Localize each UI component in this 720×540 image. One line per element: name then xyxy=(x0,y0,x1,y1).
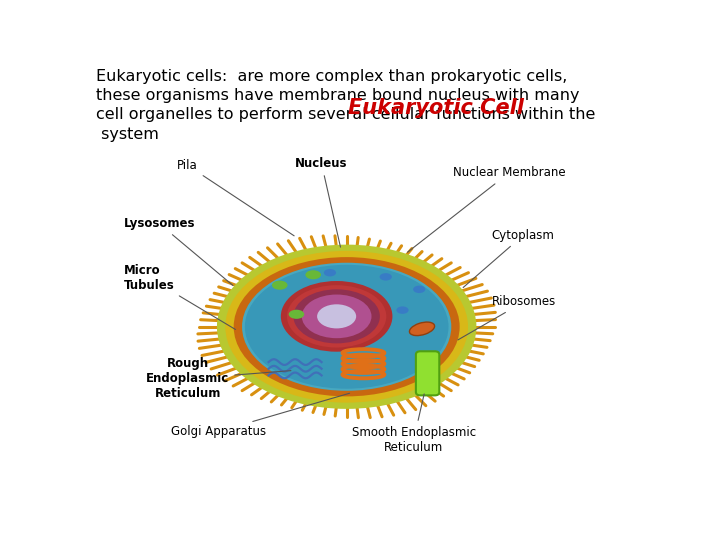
Text: Nuclear Membrane: Nuclear Membrane xyxy=(408,166,565,252)
Ellipse shape xyxy=(317,305,356,328)
Ellipse shape xyxy=(289,310,305,319)
Ellipse shape xyxy=(324,269,336,276)
Ellipse shape xyxy=(281,281,392,352)
FancyBboxPatch shape xyxy=(416,352,439,395)
Text: Eukaryotic Cell: Eukaryotic Cell xyxy=(348,98,524,118)
Text: Cytoplasm: Cytoplasm xyxy=(463,229,554,287)
Text: Rough
Endoplasmic
Reticulum: Rough Endoplasmic Reticulum xyxy=(146,357,291,400)
Ellipse shape xyxy=(225,251,468,403)
Ellipse shape xyxy=(245,265,449,389)
Ellipse shape xyxy=(305,270,321,279)
Text: Nucleus: Nucleus xyxy=(295,157,348,247)
Text: Eukaryotic cells:  are more complex than prokaryotic cells,
these organisms have: Eukaryotic cells: are more complex than … xyxy=(96,69,595,141)
Ellipse shape xyxy=(413,286,426,293)
Ellipse shape xyxy=(302,294,372,338)
Text: Golgi Apparatus: Golgi Apparatus xyxy=(171,393,350,438)
Ellipse shape xyxy=(217,245,477,409)
Text: Smooth Endoplasmic
Reticulum: Smooth Endoplasmic Reticulum xyxy=(351,394,476,454)
Text: Micro
Tubules: Micro Tubules xyxy=(124,264,235,329)
Ellipse shape xyxy=(410,322,435,335)
Ellipse shape xyxy=(234,257,459,396)
Ellipse shape xyxy=(379,273,392,281)
Ellipse shape xyxy=(396,306,409,314)
Ellipse shape xyxy=(272,281,287,290)
Text: Ribosomes: Ribosomes xyxy=(458,295,556,340)
Ellipse shape xyxy=(287,285,387,348)
Text: Pila: Pila xyxy=(177,159,294,236)
Ellipse shape xyxy=(293,289,380,343)
Text: Lysosomes: Lysosomes xyxy=(124,217,233,286)
Ellipse shape xyxy=(242,263,451,391)
